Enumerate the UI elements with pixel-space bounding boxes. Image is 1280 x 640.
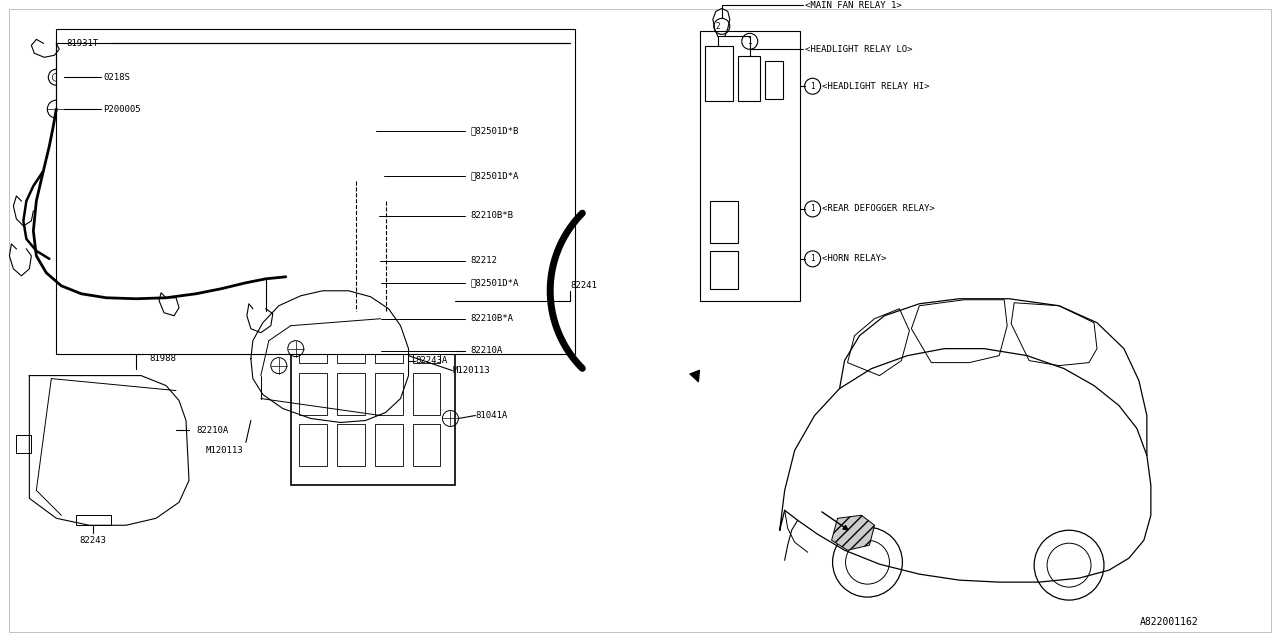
Text: 82210A: 82210A <box>470 346 503 355</box>
Bar <box>710 201 737 243</box>
Bar <box>710 251 737 289</box>
Bar <box>77 515 111 525</box>
Bar <box>298 424 326 467</box>
Bar <box>764 61 782 99</box>
Text: 1: 1 <box>810 204 815 214</box>
Text: 2: 2 <box>716 22 721 31</box>
Text: 82212: 82212 <box>470 257 497 266</box>
Text: <REAR DEFOGGER RELAY>: <REAR DEFOGGER RELAY> <box>822 204 934 214</box>
Text: 1: 1 <box>748 37 753 46</box>
Bar <box>412 372 440 415</box>
Text: 81931T: 81931T <box>67 39 99 48</box>
Bar <box>291 311 456 485</box>
Bar <box>737 56 760 101</box>
Text: P200005: P200005 <box>104 105 141 114</box>
Text: 81041A: 81041A <box>475 411 508 420</box>
Bar <box>375 372 402 415</box>
Bar <box>705 46 732 101</box>
Text: <HORN RELAY>: <HORN RELAY> <box>822 254 886 263</box>
Text: 1: 1 <box>810 82 815 91</box>
Bar <box>412 321 440 363</box>
Bar <box>337 372 365 415</box>
Text: M120113: M120113 <box>206 446 243 455</box>
Bar <box>412 424 440 467</box>
Text: 0218S: 0218S <box>104 73 131 82</box>
Polygon shape <box>832 515 874 550</box>
Text: 82210B*A: 82210B*A <box>470 314 513 323</box>
Bar <box>351 249 369 271</box>
Text: M120113: M120113 <box>452 366 490 375</box>
Bar <box>375 321 402 363</box>
Bar <box>56 29 575 354</box>
Text: <MAIN FAN RELAY 1>: <MAIN FAN RELAY 1> <box>805 1 901 10</box>
Text: <HEADLIGHT RELAY HI>: <HEADLIGHT RELAY HI> <box>822 82 929 91</box>
Text: ①82501D*A: ①82501D*A <box>470 172 518 180</box>
Text: 82243A: 82243A <box>416 356 448 365</box>
Text: 82243: 82243 <box>79 536 106 545</box>
Bar <box>17 435 31 453</box>
Text: 82210B*B: 82210B*B <box>470 211 513 220</box>
Text: 1: 1 <box>810 254 815 263</box>
Bar <box>337 424 365 467</box>
Text: 81988: 81988 <box>148 354 175 363</box>
Text: 82210A: 82210A <box>196 426 228 435</box>
Bar <box>337 321 365 363</box>
Bar <box>375 424 402 467</box>
Bar <box>298 372 326 415</box>
Text: ②82501D*B: ②82501D*B <box>470 127 518 136</box>
Bar <box>298 321 326 363</box>
Bar <box>700 31 800 301</box>
Text: 82241: 82241 <box>570 282 596 291</box>
Text: A822001162: A822001162 <box>1140 617 1199 627</box>
Text: ①82501D*A: ①82501D*A <box>470 278 518 287</box>
Text: <HEADLIGHT RELAY LO>: <HEADLIGHT RELAY LO> <box>805 45 913 54</box>
